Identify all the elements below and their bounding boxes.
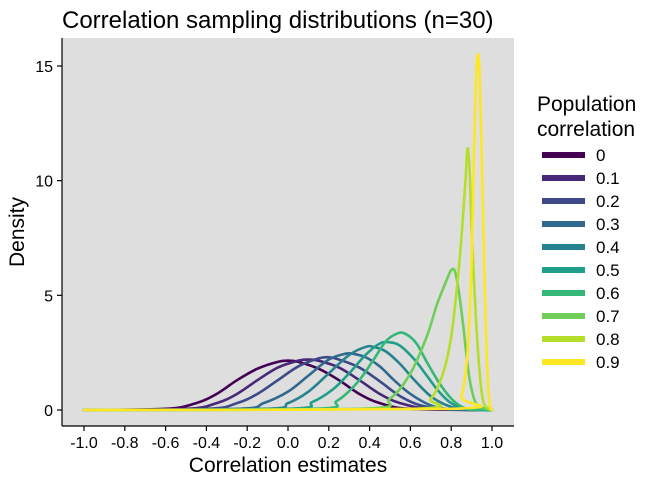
x-tick-label: -0.4: [193, 435, 221, 452]
x-axis-title: Correlation estimates: [189, 454, 387, 477]
legend-label: 0.3: [596, 215, 620, 234]
x-tick-label: -0.6: [152, 435, 180, 452]
legend: Population correlation 00.10.20.30.40.50…: [537, 93, 636, 372]
legend-title-line1: Population: [537, 93, 636, 116]
series-line-0-4: [82, 344, 494, 412]
x-tick-label: -1.0: [70, 435, 98, 452]
series-line-0-1: [82, 358, 494, 412]
x-tick-label: 0.2: [318, 435, 340, 452]
legend-label: 0: [596, 146, 605, 165]
x-tick-label: 0.6: [399, 435, 421, 452]
legend-label: 0.9: [596, 353, 620, 372]
legend-label: 0.8: [596, 330, 620, 349]
x-tick-label: 0.4: [358, 435, 380, 452]
series-line-0-8: [82, 147, 494, 412]
series-line-0-6: [82, 331, 494, 412]
y-tick-label: 5: [44, 288, 53, 305]
x-tick-label: -0.2: [233, 435, 261, 452]
y-tick-label: 10: [35, 174, 53, 191]
legend-label: 0.7: [596, 307, 620, 326]
legend-label: 0.5: [596, 261, 620, 280]
series-line-0: [82, 359, 494, 412]
series-layer: [82, 52, 494, 412]
legend-label: 0.6: [596, 284, 620, 303]
legend-title-line2: correlation: [537, 118, 635, 141]
y-tick-label: 15: [35, 59, 53, 76]
legend-items: 0 0.1 0.2 0.3 0.4 0.5 0.6 0.7 0.8 0.9: [542, 146, 620, 372]
legend-label: 0.1: [596, 169, 620, 188]
legend-label: 0.2: [596, 192, 620, 211]
y-axis-title: Density: [6, 196, 29, 267]
y-tick-label: 0: [44, 403, 53, 420]
x-tick-label: 0.0: [277, 435, 299, 452]
series-line-0-9: [82, 52, 494, 412]
plot-panel: [62, 38, 514, 426]
legend-label: 0.4: [596, 238, 620, 257]
x-axis-ticks: -1.0 -0.8 -0.6 -0.4 -0.2 0.0 0.2 0.4 0.6 0.8 1.0: [70, 426, 503, 452]
x-tick-label: 1.0: [481, 435, 503, 452]
chart-title: Correlation sampling distributions (n=30…: [62, 7, 494, 34]
series-line-0-7: [82, 267, 494, 412]
series-line-0-2: [82, 355, 494, 412]
y-axis-ticks: 0 5 10 15: [35, 59, 62, 420]
x-tick-label: 0.8: [440, 435, 462, 452]
x-tick-label: -0.8: [111, 435, 139, 452]
